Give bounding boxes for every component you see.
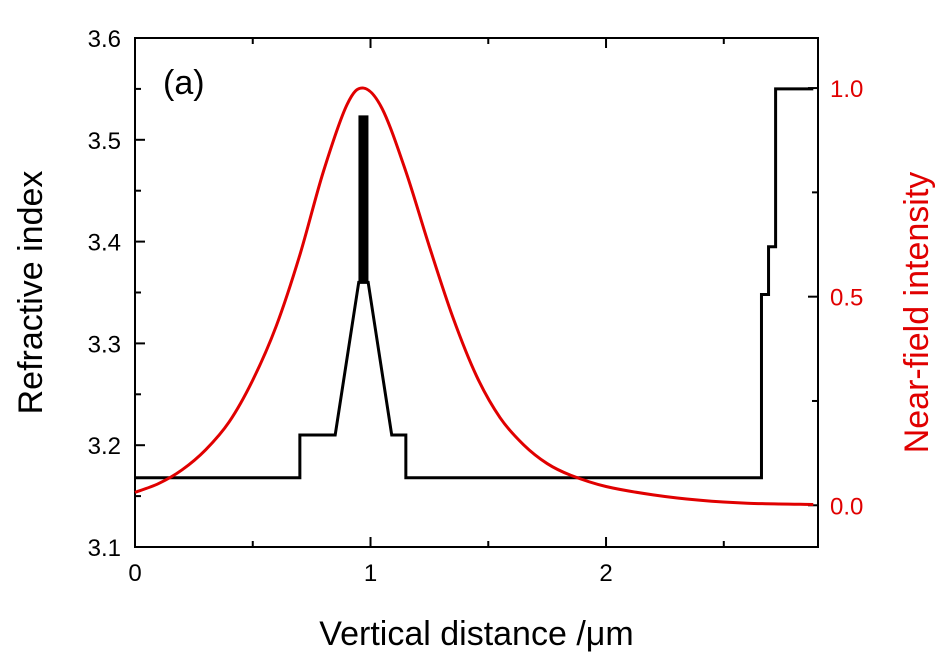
y-left-tick-label: 3.2 (88, 433, 121, 460)
y-right-tick-label: 1.0 (830, 76, 863, 103)
y-left-tick-label: 3.1 (88, 535, 121, 562)
tick-marks (134, 37, 818, 548)
y-axis-right-title: Near-field intensity (898, 172, 936, 454)
y-right-tick-label: 0.5 (830, 285, 863, 312)
plot-frame (134, 37, 819, 548)
x-tick-label: 1 (364, 560, 377, 587)
y-left-tick-label: 3.6 (88, 26, 121, 53)
x-axis-title: Vertical distance /μm (319, 615, 633, 653)
y-left-tick-label: 3.3 (88, 331, 121, 358)
y-right-tick-label: 0.0 (830, 493, 863, 520)
x-tick-label: 0 (128, 560, 141, 587)
panel-label: (a) (163, 64, 205, 102)
refractive-index-line (135, 87, 814, 480)
near-field-intensity-line (134, 86, 814, 506)
x-tick-label: 2 (599, 560, 612, 587)
tick-labels: 0 1 2 3.1 3.2 3.3 3.4 3.5 3.6 0.0 0.5 1.0 (88, 26, 864, 587)
y-left-tick-label: 3.4 (88, 230, 121, 257)
y-left-tick-label: 3.5 (88, 128, 121, 155)
y-axis-left-title: Refractive index (12, 171, 50, 415)
series-layer (134, 86, 814, 506)
